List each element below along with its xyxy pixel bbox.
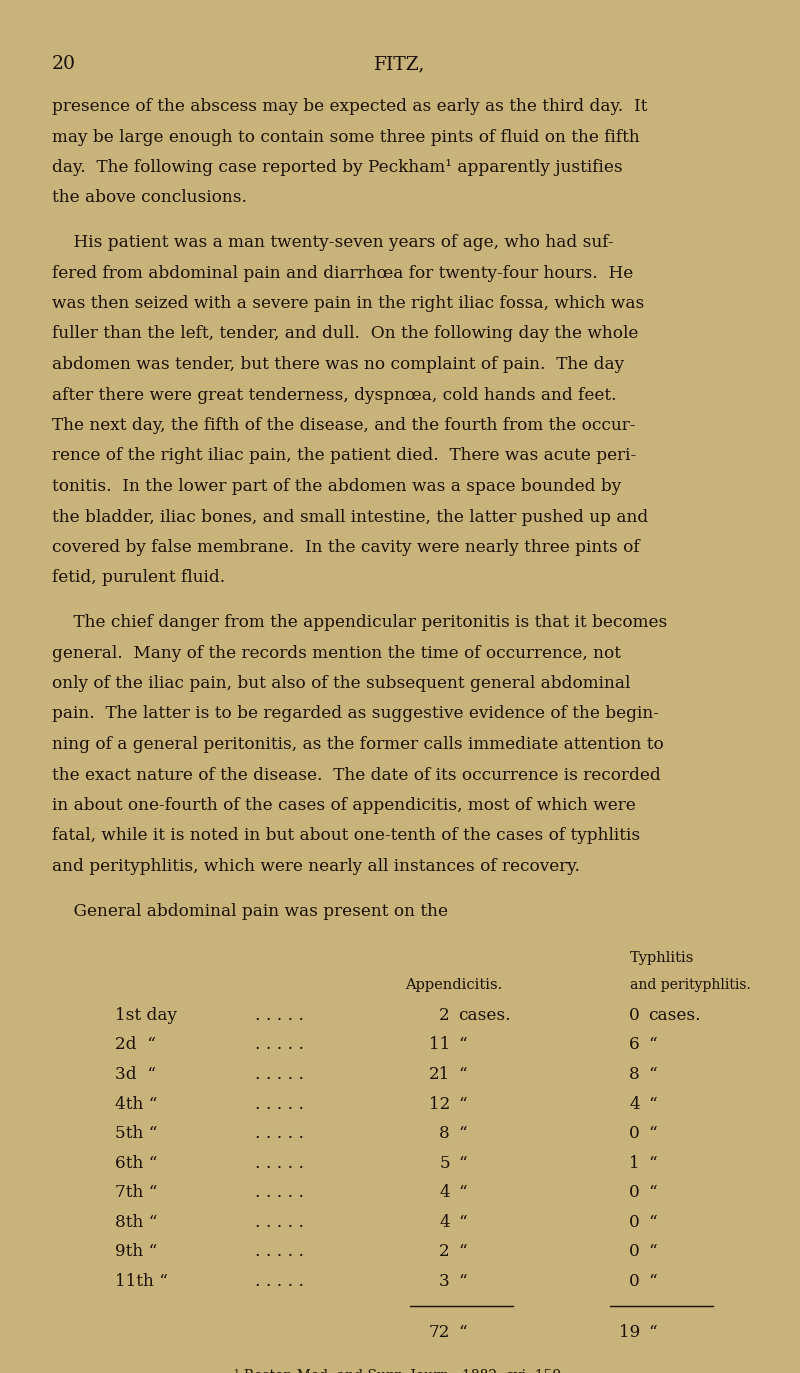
Text: 4: 4 — [439, 1214, 450, 1232]
Text: “: “ — [648, 1214, 657, 1232]
Text: 12: 12 — [429, 1096, 450, 1112]
Text: the bladder, iliac bones, and small intestine, the latter pushed up and: the bladder, iliac bones, and small inte… — [52, 508, 648, 526]
Text: 5th “: 5th “ — [115, 1124, 158, 1142]
Text: “: “ — [648, 1155, 657, 1171]
Text: 3: 3 — [439, 1273, 450, 1291]
Text: 0: 0 — [630, 1273, 640, 1291]
Text: “: “ — [458, 1124, 466, 1142]
Text: 3d  “: 3d “ — [115, 1065, 156, 1083]
Text: “: “ — [458, 1155, 466, 1171]
Text: fuller than the left, tender, and dull.  On the following day the whole: fuller than the left, tender, and dull. … — [52, 325, 638, 342]
Text: 21: 21 — [429, 1065, 450, 1083]
Text: day.  The following case reported by Peckham¹ apparently justifies: day. The following case reported by Peck… — [52, 159, 622, 176]
Text: 4th “: 4th “ — [115, 1096, 158, 1112]
Text: . . . . .: . . . . . — [255, 1124, 304, 1142]
Text: 0: 0 — [630, 1244, 640, 1260]
Text: 2: 2 — [439, 1244, 450, 1260]
Text: ¹ Boston Med. and Surg. Journ., 1882, cvi. 159.: ¹ Boston Med. and Surg. Journ., 1882, cv… — [234, 1369, 566, 1373]
Text: pain.  The latter is to be regarded as suggestive evidence of the begin-: pain. The latter is to be regarded as su… — [52, 706, 659, 722]
Text: . . . . .: . . . . . — [255, 1214, 304, 1232]
Text: . . . . .: . . . . . — [255, 1155, 304, 1171]
Text: only of the iliac pain, but also of the subsequent general abdominal: only of the iliac pain, but also of the … — [52, 676, 630, 692]
Text: 20: 20 — [52, 55, 76, 73]
Text: 8th “: 8th “ — [115, 1214, 158, 1232]
Text: 11th “: 11th “ — [115, 1273, 168, 1291]
Text: may be large enough to contain some three pints of fluid on the fifth: may be large enough to contain some thre… — [52, 129, 640, 146]
Text: “: “ — [458, 1037, 466, 1053]
Text: abdomen was tender, but there was no complaint of pain.  The day: abdomen was tender, but there was no com… — [52, 356, 624, 373]
Text: “: “ — [458, 1273, 466, 1291]
Text: and perityphlitis, which were nearly all instances of recovery.: and perityphlitis, which were nearly all… — [52, 858, 580, 875]
Text: 9th “: 9th “ — [115, 1244, 158, 1260]
Text: “: “ — [648, 1065, 657, 1083]
Text: “: “ — [458, 1185, 466, 1201]
Text: Appendicitis.: Appendicitis. — [405, 978, 502, 991]
Text: FITZ,: FITZ, — [374, 55, 426, 73]
Text: in about one-fourth of the cases of appendicitis, most of which were: in about one-fourth of the cases of appe… — [52, 796, 636, 814]
Text: . . . . .: . . . . . — [255, 1273, 304, 1291]
Text: tonitis.  In the lower part of the abdomen was a space bounded by: tonitis. In the lower part of the abdome… — [52, 478, 622, 496]
Text: . . . . .: . . . . . — [255, 1065, 304, 1083]
Text: 1st day: 1st day — [115, 1006, 177, 1024]
Text: “: “ — [458, 1065, 466, 1083]
Text: 7th “: 7th “ — [115, 1185, 158, 1201]
Text: 72: 72 — [429, 1324, 450, 1340]
Text: . . . . .: . . . . . — [255, 1096, 304, 1112]
Text: was then seized with a severe pain in the right iliac fossa, which was: was then seized with a severe pain in th… — [52, 295, 644, 312]
Text: general.  Many of the records mention the time of occurrence, not: general. Many of the records mention the… — [52, 644, 621, 662]
Text: after there were great tenderness, dyspnœa, cold hands and feet.: after there were great tenderness, dyspn… — [52, 387, 617, 404]
Text: 0: 0 — [630, 1006, 640, 1024]
Text: “: “ — [648, 1037, 657, 1053]
Text: 4: 4 — [630, 1096, 640, 1112]
Text: His patient was a man twenty-seven years of age, who had suf-: His patient was a man twenty-seven years… — [52, 233, 614, 251]
Text: fetid, purulent fluid.: fetid, purulent fluid. — [52, 570, 226, 586]
Text: fatal, while it is noted in but about one-tenth of the cases of typhlitis: fatal, while it is noted in but about on… — [52, 828, 640, 844]
Text: 8: 8 — [439, 1124, 450, 1142]
Text: cases.: cases. — [648, 1006, 701, 1024]
Text: the above conclusions.: the above conclusions. — [52, 189, 247, 206]
Text: “: “ — [648, 1124, 657, 1142]
Text: . . . . .: . . . . . — [255, 1037, 304, 1053]
Text: the exact nature of the disease.  The date of its occurrence is recorded: the exact nature of the disease. The dat… — [52, 766, 661, 784]
Text: and perityphlitis.: and perityphlitis. — [630, 978, 750, 991]
Text: 1: 1 — [630, 1155, 640, 1171]
Text: 0: 0 — [630, 1124, 640, 1142]
Text: “: “ — [648, 1324, 657, 1340]
Text: 0: 0 — [630, 1214, 640, 1232]
Text: “: “ — [458, 1324, 466, 1340]
Text: 6: 6 — [630, 1037, 640, 1053]
Text: Typhlitis: Typhlitis — [630, 951, 694, 965]
Text: 2d  “: 2d “ — [115, 1037, 156, 1053]
Text: . . . . .: . . . . . — [255, 1185, 304, 1201]
Text: . . . . .: . . . . . — [255, 1244, 304, 1260]
Text: The chief danger from the appendicular peritonitis is that it becomes: The chief danger from the appendicular p… — [52, 614, 667, 632]
Text: fered from abdominal pain and diarrhœa for twenty-four hours.  He: fered from abdominal pain and diarrhœa f… — [52, 265, 634, 281]
Text: “: “ — [458, 1214, 466, 1232]
Text: “: “ — [648, 1096, 657, 1112]
Text: “: “ — [648, 1273, 657, 1291]
Text: “: “ — [648, 1185, 657, 1201]
Text: ning of a general peritonitis, as the former calls immediate attention to: ning of a general peritonitis, as the fo… — [52, 736, 664, 752]
Text: rence of the right iliac pain, the patient died.  There was acute peri-: rence of the right iliac pain, the patie… — [52, 448, 636, 464]
Text: 8: 8 — [630, 1065, 640, 1083]
Text: 6th “: 6th “ — [115, 1155, 158, 1171]
Text: 4: 4 — [439, 1185, 450, 1201]
Text: cases.: cases. — [458, 1006, 510, 1024]
Text: “: “ — [458, 1244, 466, 1260]
Text: 19: 19 — [618, 1324, 640, 1340]
Text: presence of the abscess may be expected as early as the third day.  It: presence of the abscess may be expected … — [52, 97, 647, 115]
Text: “: “ — [458, 1096, 466, 1112]
Text: 5: 5 — [439, 1155, 450, 1171]
Text: 11: 11 — [429, 1037, 450, 1053]
Text: covered by false membrane.  In the cavity were nearly three pints of: covered by false membrane. In the cavity… — [52, 540, 640, 556]
Text: . . . . .: . . . . . — [255, 1006, 304, 1024]
Text: General abdominal pain was present on the: General abdominal pain was present on th… — [52, 902, 448, 920]
Text: “: “ — [648, 1244, 657, 1260]
Text: 2: 2 — [439, 1006, 450, 1024]
Text: 0: 0 — [630, 1185, 640, 1201]
Text: The next day, the fifth of the disease, and the fourth from the occur-: The next day, the fifth of the disease, … — [52, 417, 635, 434]
